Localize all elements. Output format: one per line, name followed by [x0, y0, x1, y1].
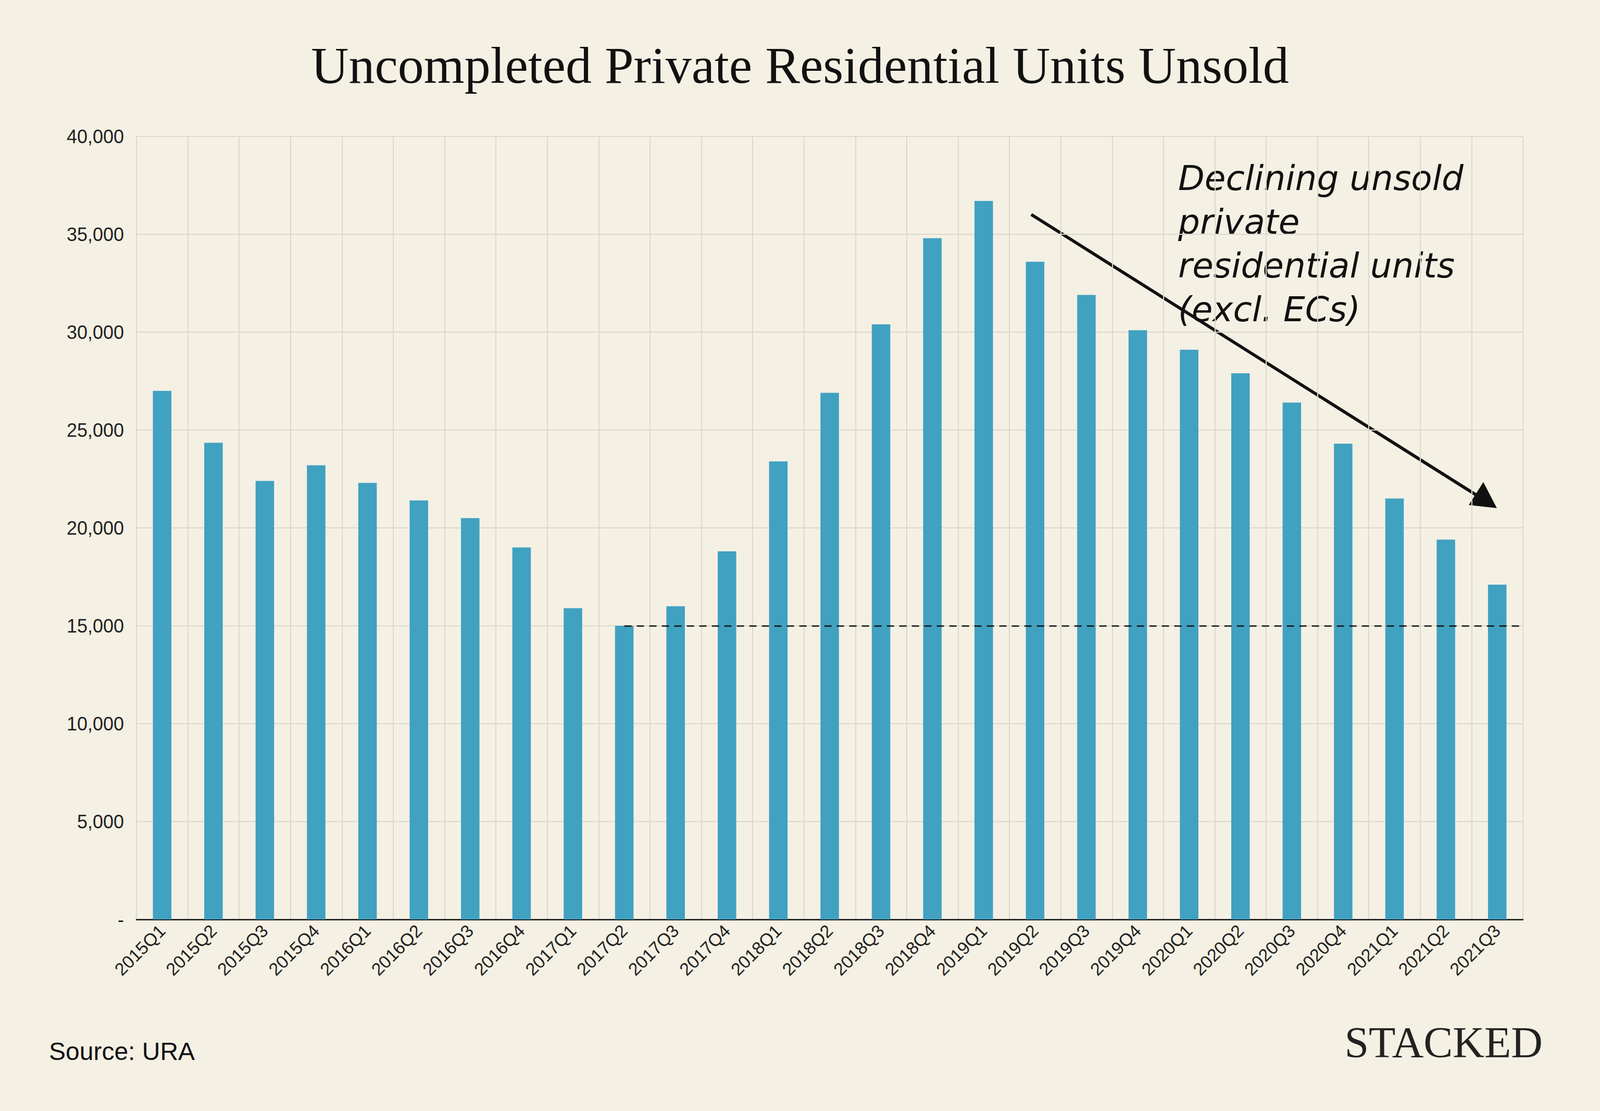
svg-text:2017Q1: 2017Q1 — [521, 921, 580, 980]
svg-text:2020Q4: 2020Q4 — [1291, 921, 1350, 980]
svg-text:2018Q1: 2018Q1 — [726, 921, 785, 980]
svg-text:15,000: 15,000 — [66, 615, 124, 637]
svg-text:35,000: 35,000 — [66, 223, 124, 246]
svg-text:2019Q4: 2019Q4 — [1086, 921, 1145, 980]
svg-text:2021Q2: 2021Q2 — [1394, 921, 1453, 980]
svg-text:25,000: 25,000 — [66, 419, 124, 442]
svg-text:20,000: 20,000 — [66, 517, 124, 540]
svg-text:2018Q2: 2018Q2 — [778, 921, 837, 980]
svg-text:Uncompleted Private Residentia: Uncompleted Private Residential Units Un… — [310, 36, 1290, 95]
svg-text:residential units: residential units — [1178, 245, 1466, 286]
svg-text:2018Q4: 2018Q4 — [880, 921, 940, 980]
svg-text:2019Q2: 2019Q2 — [983, 921, 1042, 980]
svg-text:2021Q1: 2021Q1 — [1343, 921, 1402, 980]
svg-text:-: - — [117, 909, 124, 931]
svg-text:(excl. ECs): (excl. ECs) — [1178, 289, 1361, 330]
svg-text:2020Q3: 2020Q3 — [1240, 921, 1299, 980]
svg-text:2020Q1: 2020Q1 — [1137, 921, 1196, 980]
svg-text:2015Q2: 2015Q2 — [161, 921, 221, 980]
svg-text:STACKED: STACKED — [1344, 1018, 1543, 1068]
svg-text:2021Q3: 2021Q3 — [1445, 921, 1505, 980]
svg-text:40,000: 40,000 — [66, 126, 124, 148]
svg-text:2019Q1: 2019Q1 — [932, 921, 991, 980]
svg-text:2020Q2: 2020Q2 — [1189, 921, 1248, 980]
svg-text:private: private — [1177, 202, 1311, 243]
svg-text:2015Q3: 2015Q3 — [213, 921, 272, 980]
svg-text:2017Q3: 2017Q3 — [623, 921, 683, 980]
svg-text:2015Q1: 2015Q1 — [110, 921, 169, 980]
svg-text:2016Q3: 2016Q3 — [418, 921, 478, 980]
svg-text:2017Q4: 2017Q4 — [675, 921, 734, 980]
svg-text:Declining unsold: Declining unsold — [1178, 158, 1475, 199]
svg-text:10,000: 10,000 — [66, 713, 124, 735]
svg-text:Source: URA: Source: URA — [48, 1038, 195, 1066]
svg-text:2016Q4: 2016Q4 — [469, 921, 529, 980]
svg-text:2017Q2: 2017Q2 — [572, 921, 632, 980]
svg-text:2016Q2: 2016Q2 — [367, 921, 426, 980]
svg-text:2016Q1: 2016Q1 — [316, 921, 375, 980]
svg-text:2015Q4: 2015Q4 — [264, 921, 323, 980]
svg-text:30,000: 30,000 — [66, 321, 124, 344]
svg-text:5,000: 5,000 — [77, 811, 124, 833]
svg-text:2018Q3: 2018Q3 — [829, 921, 889, 980]
svg-text:2019Q3: 2019Q3 — [1034, 921, 1094, 980]
